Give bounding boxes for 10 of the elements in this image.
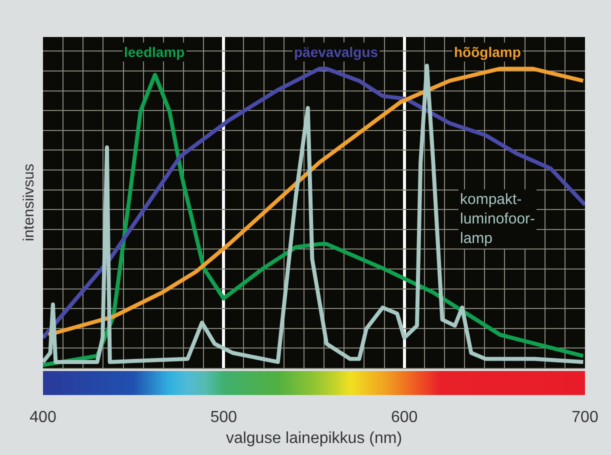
- series-label: kompakt-luminofoor-lamp: [460, 191, 536, 247]
- x-tick-label: 500: [210, 409, 238, 426]
- x-tick-label: 700: [572, 409, 598, 426]
- y-axis-title: intensiivsus: [20, 164, 38, 242]
- x-tick-label: 600: [390, 409, 418, 426]
- series-label: hõõglamp: [454, 44, 521, 60]
- x-tick-label: 400: [30, 409, 56, 426]
- x-axis-title: valguse lainepikkus (nm): [226, 430, 402, 447]
- series-label: leedlamp: [124, 44, 185, 60]
- series-label: päevavalgus: [294, 44, 378, 60]
